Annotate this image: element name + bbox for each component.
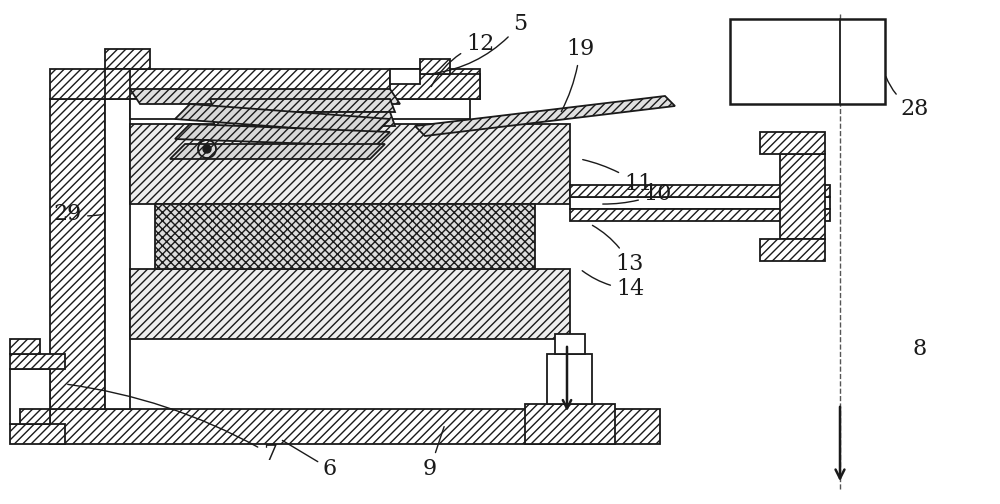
Text: 7: 7 xyxy=(68,385,277,465)
Polygon shape xyxy=(10,339,40,354)
Polygon shape xyxy=(780,154,825,239)
Polygon shape xyxy=(50,69,480,99)
Polygon shape xyxy=(50,409,660,444)
Polygon shape xyxy=(130,124,570,204)
Polygon shape xyxy=(210,99,395,112)
Polygon shape xyxy=(105,99,130,409)
Polygon shape xyxy=(415,96,675,136)
Text: 5: 5 xyxy=(433,13,527,74)
Polygon shape xyxy=(10,424,65,444)
Polygon shape xyxy=(20,409,50,424)
Polygon shape xyxy=(390,74,480,99)
Text: 12: 12 xyxy=(431,33,494,87)
Polygon shape xyxy=(210,112,395,126)
Polygon shape xyxy=(130,99,470,119)
Text: 14: 14 xyxy=(582,271,644,300)
Text: 6: 6 xyxy=(282,440,337,480)
Polygon shape xyxy=(570,185,830,197)
Polygon shape xyxy=(130,269,570,339)
Polygon shape xyxy=(555,334,585,354)
Polygon shape xyxy=(760,132,825,154)
Polygon shape xyxy=(10,354,65,369)
Polygon shape xyxy=(730,19,885,104)
Text: 13: 13 xyxy=(592,225,644,275)
Polygon shape xyxy=(420,59,450,74)
Polygon shape xyxy=(175,104,390,134)
Text: 10: 10 xyxy=(603,183,672,205)
Polygon shape xyxy=(10,369,50,424)
Polygon shape xyxy=(760,239,825,261)
Polygon shape xyxy=(390,69,420,84)
Polygon shape xyxy=(50,99,105,409)
Text: 28: 28 xyxy=(886,77,929,120)
Polygon shape xyxy=(130,89,400,104)
Polygon shape xyxy=(105,69,130,99)
Text: 8: 8 xyxy=(913,338,927,360)
Polygon shape xyxy=(570,197,830,209)
Polygon shape xyxy=(175,124,390,146)
Polygon shape xyxy=(105,49,150,69)
Polygon shape xyxy=(155,204,535,269)
Polygon shape xyxy=(570,209,830,221)
Text: 29: 29 xyxy=(54,203,102,225)
Text: 19: 19 xyxy=(561,38,594,111)
Polygon shape xyxy=(547,354,592,404)
Circle shape xyxy=(203,145,211,153)
Text: 9: 9 xyxy=(423,426,444,480)
Text: 11: 11 xyxy=(583,160,652,195)
Polygon shape xyxy=(170,144,385,159)
Polygon shape xyxy=(525,404,615,444)
